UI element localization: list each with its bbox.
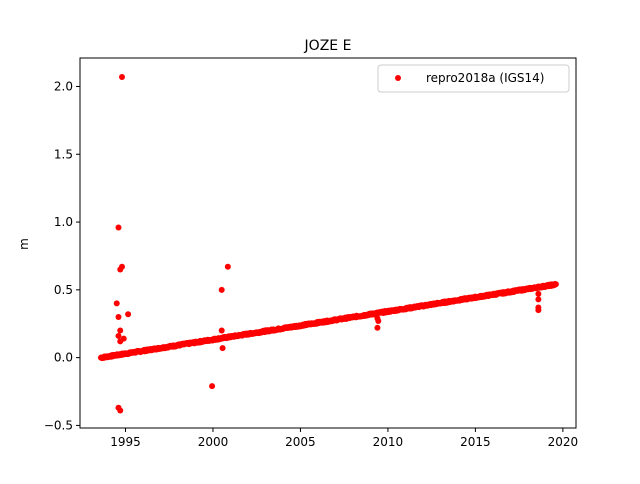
- chart-title: JOZE E: [304, 38, 352, 54]
- legend-marker: [395, 75, 401, 81]
- data-point-outlier: [209, 383, 216, 390]
- y-tick-label: 0.0: [54, 351, 73, 365]
- y-tick-label: 1.0: [54, 215, 73, 229]
- data-point-outlier: [125, 311, 132, 318]
- data-point-outlier: [535, 290, 542, 297]
- data-point-outlier: [117, 407, 124, 414]
- data-point-outlier: [113, 300, 120, 307]
- data-point-outlier: [218, 286, 225, 293]
- data-point-outlier: [117, 327, 124, 334]
- data-point-outlier: [115, 332, 122, 339]
- data-point-outlier: [218, 327, 225, 334]
- y-tick-label: 0.5: [54, 283, 73, 297]
- data-point: [552, 281, 559, 288]
- axis-ticks: 1995 2000 2005 2010 2015 2020 −0.5 0.0 0.5 1.0 1.5…: [44, 79, 578, 449]
- y-tick-label: 2.0: [54, 79, 73, 93]
- data-point-outlier: [219, 345, 226, 352]
- x-tick-label: 2005: [285, 435, 316, 449]
- x-tick-label: 2000: [198, 435, 229, 449]
- data-point-outlier: [535, 307, 542, 314]
- y-tick-label: −0.5: [44, 418, 73, 432]
- legend: repro2018a (IGS14): [377, 64, 570, 93]
- legend-box: [377, 64, 570, 93]
- x-tick-label: 2015: [460, 435, 491, 449]
- data-point-outlier: [224, 263, 231, 270]
- x-tick-label: 2020: [548, 435, 579, 449]
- x-tick-label: 1995: [110, 435, 141, 449]
- data-point-outlier: [374, 315, 381, 322]
- data-points: [97, 73, 559, 414]
- data-point-outlier: [374, 324, 381, 331]
- y-axis-label: m: [17, 238, 31, 250]
- data-point-outlier: [117, 266, 124, 273]
- y-tick-label: 1.5: [54, 147, 73, 161]
- data-point-outlier: [118, 73, 125, 80]
- plot-frame: [79, 57, 577, 429]
- legend-label: repro2018a (IGS14): [426, 71, 544, 85]
- data-point-outlier: [115, 313, 122, 320]
- data-point-outlier: [115, 224, 122, 231]
- x-tick-label: 2010: [373, 435, 404, 449]
- data-point-outlier: [117, 338, 124, 345]
- data-point-outlier: [535, 296, 542, 303]
